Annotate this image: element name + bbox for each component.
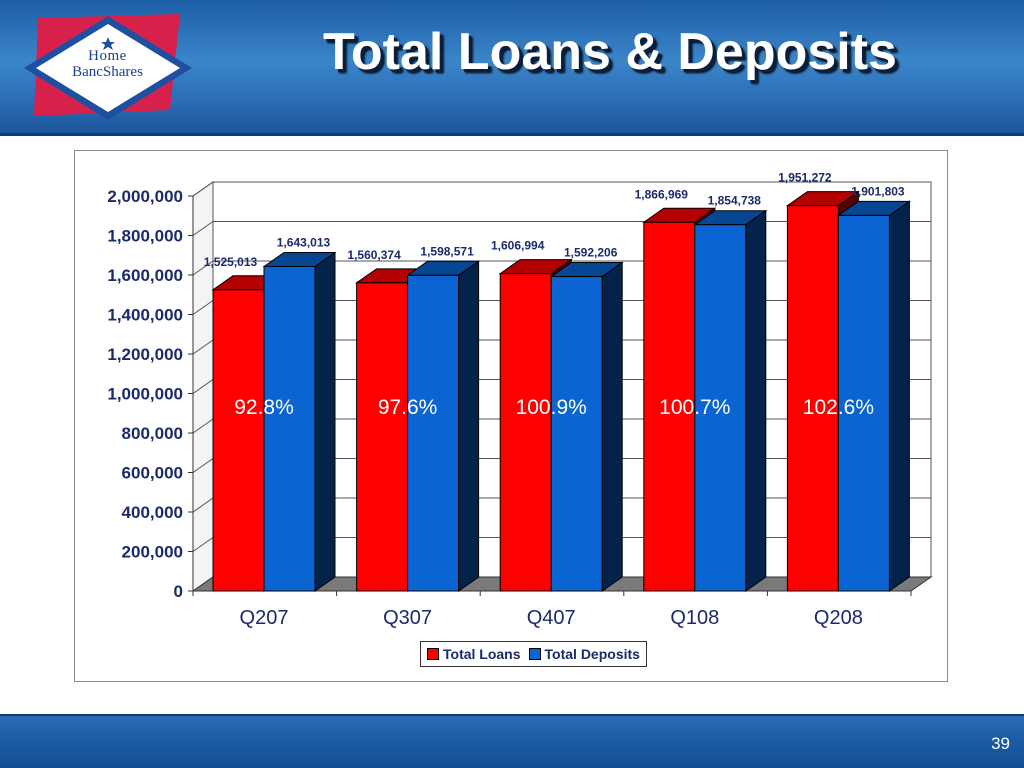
gridline-side [192, 339, 214, 355]
bar-data-label: 1,525,013 [204, 255, 258, 269]
bar-data-label: 1,901,803 [851, 184, 905, 198]
bar-data-label: 1,643,013 [277, 236, 331, 250]
bar [837, 214, 890, 592]
home-bancshares-logo [24, 14, 192, 120]
bar-side [888, 200, 910, 592]
legend-swatch-loans [427, 648, 439, 660]
bar [550, 276, 603, 592]
bar-side [745, 209, 767, 592]
x-tick-label: Q307 [383, 607, 432, 629]
bar [356, 282, 409, 592]
header-divider [0, 133, 1024, 136]
logo-text-home: Home [88, 48, 127, 64]
y-tick-label: 0 [174, 582, 183, 601]
logo-text-bancshares: BancShares [72, 64, 143, 80]
bar-data-label: 1,866,969 [635, 187, 689, 201]
bar-data-label: 1,854,738 [708, 194, 762, 208]
bar-data-label: 1,560,374 [347, 248, 401, 262]
slide-title: Total Loans & Deposits [323, 23, 897, 81]
y-tick-label: 800,000 [122, 424, 183, 443]
y-tick-label: 1,000,000 [107, 385, 183, 404]
y-tick-label: 1,800,000 [107, 227, 183, 246]
y-tick-label: 1,600,000 [107, 266, 183, 285]
bar-data-label: 1,606,994 [491, 239, 545, 253]
bar-side [601, 261, 623, 592]
slide-footer [0, 716, 1024, 768]
y-tick-label: 1,400,000 [107, 306, 183, 325]
x-tick-label: Q108 [670, 607, 719, 629]
bar [499, 273, 552, 592]
y-tick-label: 400,000 [122, 503, 183, 522]
x-tick-label: Q407 [527, 607, 576, 629]
legend-label-loans: Total Loans [443, 646, 521, 662]
bar [263, 266, 316, 592]
gridline-side [192, 221, 214, 236]
footer-divider [0, 714, 1024, 717]
gridline-side [192, 300, 214, 315]
x-tick-label: Q208 [814, 607, 863, 629]
gridline-side [192, 497, 214, 513]
bar-side [314, 251, 336, 592]
legend-label-deposits: Total Deposits [544, 646, 640, 662]
legend-item-deposits: Total Deposits [528, 646, 640, 662]
y-tick-label: 200,000 [122, 543, 183, 562]
ratio-label: 100.9% [516, 396, 587, 419]
legend-swatch-deposits [528, 648, 541, 660]
ratio-label: 102.6% [803, 396, 874, 419]
page-number: 39 [991, 734, 1010, 753]
gridline-side [192, 418, 214, 434]
bar-data-label: 1,592,206 [564, 246, 618, 260]
bar [212, 289, 265, 592]
ratio-label: 100.7% [659, 396, 730, 419]
gridline-side [192, 181, 214, 197]
bar [694, 224, 747, 592]
gridline-side [192, 260, 214, 276]
ratio-label: 92.8% [234, 396, 294, 419]
x-tick-label: Q207 [240, 607, 289, 629]
bar-side [458, 260, 480, 592]
bar-data-label: 1,598,571 [420, 244, 474, 258]
chart-legend: Total Loans Total Deposits [420, 641, 647, 667]
bar [786, 205, 839, 592]
y-tick-label: 2,000,000 [107, 187, 183, 206]
bar [407, 274, 460, 592]
gridline-side [192, 537, 214, 552]
ratio-label: 97.6% [378, 396, 438, 419]
y-tick-label: 1,200,000 [107, 345, 183, 364]
gridline-side [192, 379, 214, 394]
bar-data-label: 1,951,272 [778, 171, 832, 185]
gridline-side [192, 458, 214, 473]
y-tick-label: 600,000 [122, 464, 183, 483]
legend-item-loans: Total Loans [427, 646, 521, 662]
